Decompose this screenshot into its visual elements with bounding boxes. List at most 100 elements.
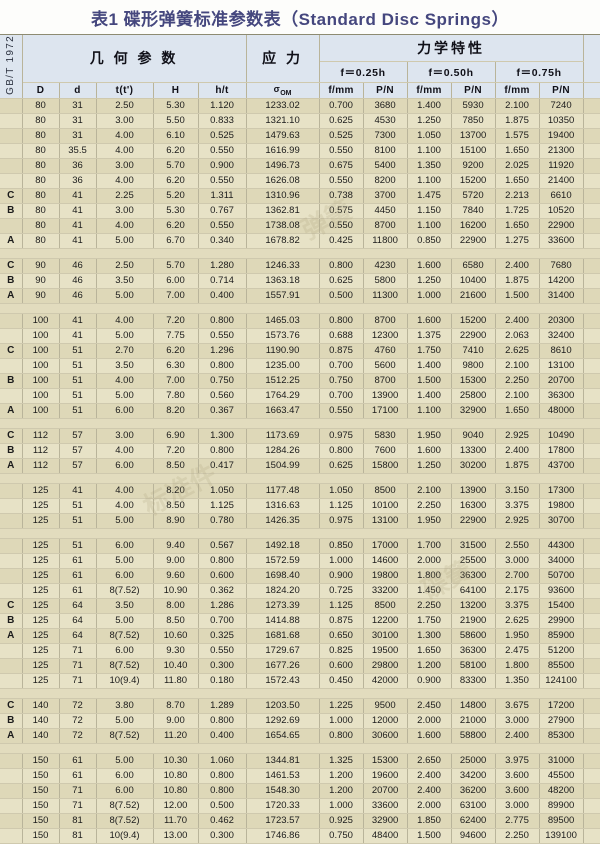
cell-f-050h: 0.850 — [407, 233, 452, 249]
table-row[interactable]: A 90 46 5.00 7.00 0.400 1557.91 0.500 11300 1.000… — [0, 288, 600, 304]
table-row[interactable]: 80 41 4.00 6.20 0.550 1738.08 0.550 8700 1.100 16… — [0, 218, 600, 234]
table-row[interactable]: A 125 64 8(7.52) 10.60 0.325 1681.68 0.650 30100… — [0, 628, 600, 644]
table-row[interactable]: C 140 72 3.80 8.70 1.289 1203.50 1.225 9500 2.450… — [0, 698, 600, 714]
cell-sigma-om: 1729.67 — [246, 643, 320, 659]
cell-f-025h: 0.875 — [319, 343, 364, 359]
cell-f-075h: 1.875 — [495, 273, 540, 289]
table-row[interactable]: A 100 51 6.00 8.20 0.367 1663.47 0.550 17100 1.10… — [0, 403, 600, 419]
cell-P-050h: 36200 — [451, 783, 496, 799]
cell-t: 6.00 — [96, 403, 154, 419]
table-row[interactable]: 80 35.5 4.00 6.20 0.550 1616.99 0.550 8100 1.100… — [0, 143, 600, 159]
table-row[interactable]: 100 41 5.00 7.75 0.550 1573.76 0.688 12300 1.375… — [0, 328, 600, 344]
cell-H: 9.30 — [153, 643, 199, 659]
cell-t: 8(7.52) — [96, 628, 154, 644]
cell-d: 36 — [59, 173, 97, 189]
cell-f-050h: 1.350 — [407, 158, 452, 174]
table-row[interactable]: 125 51 4.00 8.50 1.125 1316.63 1.125 10100 2.250… — [0, 498, 600, 514]
table-row[interactable]: 125 71 10(9.4) 11.80 0.180 1572.43 0.450 42000 0… — [0, 673, 600, 689]
table-row[interactable]: 80 31 3.00 5.50 0.833 1321.10 0.625 4530 1.250 78… — [0, 113, 600, 129]
cell-H: 6.00 — [153, 273, 199, 289]
cell-t: 10(9.4) — [96, 828, 154, 844]
table-row[interactable]: B 140 72 5.00 9.00 0.800 1292.69 1.000 12000 2.00… — [0, 713, 600, 729]
cell-sigma-om: 1479.63 — [246, 128, 320, 144]
cell-f-075h: 3.375 — [495, 598, 540, 614]
cell-weight-kg: 0.983 — [583, 828, 600, 844]
table-row[interactable]: C 100 51 2.70 6.20 1.296 1190.90 0.875 4760 1.750… — [0, 343, 600, 359]
cell-sigma-om: 1284.26 — [246, 443, 320, 459]
cell-d: 31 — [59, 113, 97, 129]
table-row[interactable]: 125 41 4.00 8.20 1.050 1177.48 1.050 8500 2.100 1… — [0, 483, 600, 499]
cell-std — [0, 753, 23, 769]
table-row[interactable]: 125 71 6.00 9.30 0.550 1729.67 0.825 19500 1.650… — [0, 643, 600, 659]
cell-std — [0, 553, 23, 569]
cell-d: 51 — [59, 498, 97, 514]
table-row[interactable]: 80 31 2.50 5.30 1.120 1233.02 0.700 3680 1.400 59… — [0, 98, 600, 114]
cell-sigma-om: 1738.08 — [246, 218, 320, 234]
cell-P-025h: 19600 — [363, 768, 408, 784]
cell-weight-kg: 0.356 — [583, 613, 600, 629]
cell-f-075h: 3.600 — [495, 768, 540, 784]
cell-P-050h: 25800 — [451, 388, 496, 404]
table-row[interactable]: 80 31 4.00 6.10 0.525 1479.63 0.525 7300 1.050 13… — [0, 128, 600, 144]
cell-t: 3.00 — [96, 113, 154, 129]
table-row[interactable]: C 112 57 3.00 6.90 1.300 1173.69 0.975 5830 1.950… — [0, 428, 600, 444]
cell-std — [0, 173, 23, 189]
table-row[interactable]: C 125 64 3.50 8.00 1.286 1273.39 1.125 8500 2.250… — [0, 598, 600, 614]
cell-D: 80 — [22, 188, 60, 204]
table-row[interactable]: B 125 64 5.00 8.50 0.700 1414.88 0.875 12200 1.75… — [0, 613, 600, 629]
table-row[interactable]: A 140 72 8(7.52) 11.20 0.400 1654.65 0.800 30600… — [0, 728, 600, 744]
table-row[interactable]: 125 61 6.00 9.60 0.600 1698.40 0.900 19800 1.800… — [0, 568, 600, 584]
cell-f-025h: 0.850 — [319, 538, 364, 554]
table-row[interactable]: 150 71 6.00 10.80 0.800 1548.30 1.200 20700 2.40… — [0, 783, 600, 799]
cell-f-025h: 1.225 — [319, 698, 364, 714]
cell-h-over-t: 0.800 — [198, 358, 247, 374]
cell-f-025h: 0.700 — [319, 98, 364, 114]
table-row[interactable]: 150 71 8(7.52) 12.00 0.500 1720.33 1.000 33600 2… — [0, 798, 600, 814]
cell-D: 140 — [22, 698, 60, 714]
cell-f-050h: 1.400 — [407, 388, 452, 404]
table-row[interactable]: 150 61 5.00 10.30 1.060 1344.81 1.325 15300 2.65… — [0, 753, 600, 769]
table-row[interactable]: 80 36 3.00 5.70 0.900 1496.73 0.675 5400 1.350 92… — [0, 158, 600, 174]
table-row[interactable]: C 90 46 2.50 5.70 1.280 1246.33 0.800 4230 1.600 6… — [0, 258, 600, 274]
cell-weight-kg: 0.256 — [583, 328, 600, 344]
table-row[interactable]: 150 81 8(7.52) 11.70 0.462 1723.57 0.925 32900 1… — [0, 813, 600, 829]
table-row[interactable]: 125 71 8(7.52) 10.40 0.300 1677.26 0.600 29800 1… — [0, 658, 600, 674]
cell-t: 4.00 — [96, 128, 154, 144]
cell-sigma-om: 1626.08 — [246, 173, 320, 189]
cell-H: 8.00 — [153, 598, 199, 614]
cell-t: 4.00 — [96, 173, 154, 189]
cell-h-over-t: 0.462 — [198, 813, 247, 829]
cell-f-025h: 1.200 — [319, 783, 364, 799]
table-row[interactable]: 125 61 5.00 9.00 0.800 1572.59 1.000 14600 2.000… — [0, 553, 600, 569]
cell-P-025h: 33200 — [363, 583, 408, 599]
table-row[interactable]: B 90 46 3.50 6.00 0.714 1363.18 0.625 5800 1.250 1… — [0, 273, 600, 289]
table-row[interactable]: 150 81 10(9.4) 13.00 0.300 1746.86 0.750 48400 1… — [0, 828, 600, 844]
table-row[interactable]: B 80 41 3.00 5.30 0.767 1362.81 0.575 4450 1.150 7… — [0, 203, 600, 219]
cell-H: 8.50 — [153, 458, 199, 474]
table-row[interactable]: B 112 57 4.00 7.20 0.800 1284.26 0.800 7600 1.600… — [0, 443, 600, 459]
table-row[interactable]: 100 51 3.50 6.30 0.800 1235.00 0.700 5600 1.400 9… — [0, 358, 600, 374]
cell-d: 64 — [59, 598, 97, 614]
table-row[interactable]: A 80 41 5.00 6.70 0.340 1678.82 0.425 11800 0.850… — [0, 233, 600, 249]
table-row[interactable]: 125 61 8(7.52) 10.90 0.362 1824.20 0.725 33200 1… — [0, 583, 600, 599]
cell-f-075h: 2.400 — [495, 258, 540, 274]
cell-d: 57 — [59, 458, 97, 474]
cell-P-050h: 16200 — [451, 218, 496, 234]
table-row[interactable]: 80 36 4.00 6.20 0.550 1626.08 0.550 8200 1.100 15… — [0, 173, 600, 189]
table-row[interactable]: A 112 57 6.00 8.50 0.417 1504.99 0.625 15800 1.25… — [0, 458, 600, 474]
cell-P-050h: 9040 — [451, 428, 496, 444]
cell-d: 51 — [59, 513, 97, 529]
table-row[interactable]: 125 51 6.00 9.40 0.567 1492.18 0.850 17000 1.700… — [0, 538, 600, 554]
table-row[interactable]: B 100 51 4.00 7.00 0.750 1512.25 0.750 8700 1.500… — [0, 373, 600, 389]
cell-t: 5.00 — [96, 388, 154, 404]
cell-d: 46 — [59, 258, 97, 274]
cell-P-075h: 44300 — [539, 538, 584, 554]
cell-f-050h: 1.250 — [407, 113, 452, 129]
table-row[interactable]: 125 51 5.00 8.90 0.780 1426.35 0.975 13100 1.950… — [0, 513, 600, 529]
table-row[interactable]: 100 41 4.00 7.20 0.800 1465.03 0.800 8700 1.600 1… — [0, 313, 600, 329]
table-row[interactable]: 150 61 6.00 10.80 0.800 1461.53 1.200 19600 2.40… — [0, 768, 600, 784]
cell-f-075h: 2.925 — [495, 513, 540, 529]
table-row[interactable]: C 80 41 2.25 5.20 1.311 1310.96 0.738 3700 1.475 5… — [0, 188, 600, 204]
cell-weight-kg: 0.101 — [583, 113, 600, 129]
table-row[interactable]: 100 51 5.00 7.80 0.560 1764.29 0.700 13900 1.400… — [0, 388, 600, 404]
